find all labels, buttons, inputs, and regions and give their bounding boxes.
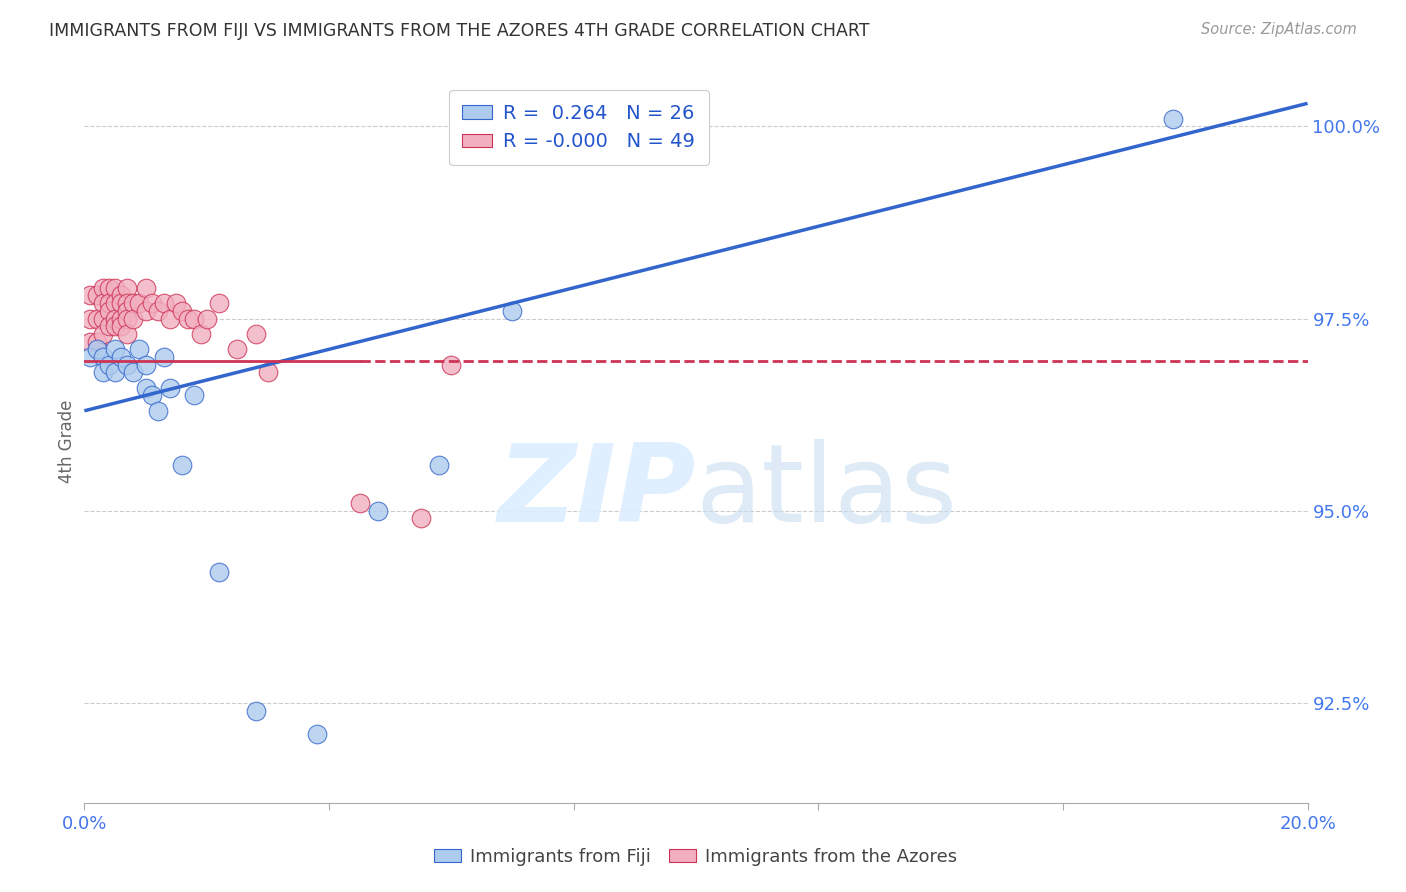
Point (115, 281, 138, 295)
Point (115, 296, 138, 310)
Point (159, 381, 181, 395)
Point (208, 296, 231, 310)
Point (110, 319, 132, 334)
Point (128, 343, 150, 357)
Point (146, 304, 169, 318)
Point (86, 311, 108, 326)
Point (104, 311, 127, 326)
Point (135, 304, 157, 318)
Point (115, 358, 138, 372)
Point (86, 288, 108, 302)
Point (177, 311, 200, 326)
Point (409, 511, 432, 525)
Point (165, 296, 187, 310)
Point (97, 319, 120, 334)
Point (183, 311, 205, 326)
Point (86, 343, 108, 357)
Point (153, 350, 176, 364)
Point (86, 334, 108, 349)
Point (115, 311, 138, 326)
Point (1161, 112, 1184, 126)
Point (245, 704, 267, 718)
Point (115, 304, 138, 318)
Point (104, 319, 127, 334)
Point (349, 496, 371, 510)
Point (159, 311, 181, 326)
Point (141, 296, 163, 310)
Point (104, 296, 127, 310)
Point (122, 311, 145, 326)
Text: IMMIGRANTS FROM FIJI VS IMMIGRANTS FROM THE AZORES 4TH GRADE CORRELATION CHART: IMMIGRANTS FROM FIJI VS IMMIGRANTS FROM … (49, 22, 870, 40)
Point (226, 343, 249, 357)
Point (91, 311, 114, 326)
Point (79, 288, 101, 302)
Point (91, 281, 114, 295)
Point (153, 296, 176, 310)
Point (146, 404, 169, 418)
Point (427, 458, 450, 472)
Point (110, 288, 132, 302)
Point (305, 726, 328, 740)
Point (79, 350, 101, 364)
Point (97, 304, 120, 318)
Point (502, 304, 524, 318)
Point (190, 326, 212, 341)
Point (122, 296, 145, 310)
Point (91, 326, 114, 341)
Point (245, 326, 267, 341)
Point (110, 296, 132, 310)
Point (367, 504, 389, 518)
Y-axis label: 4th Grade: 4th Grade (58, 400, 76, 483)
Point (97, 296, 120, 310)
Point (208, 565, 231, 579)
Point (91, 350, 114, 364)
Point (79, 334, 101, 349)
Point (128, 296, 150, 310)
Point (104, 343, 127, 357)
Point (440, 358, 463, 372)
Point (122, 365, 145, 379)
Point (183, 388, 205, 402)
Legend: Immigrants from Fiji, Immigrants from the Azores: Immigrants from Fiji, Immigrants from th… (427, 841, 965, 873)
Point (141, 388, 163, 402)
Point (110, 350, 132, 364)
Point (97, 281, 120, 295)
Point (91, 296, 114, 310)
Point (257, 365, 280, 379)
Point (172, 458, 194, 472)
Text: atlas: atlas (696, 439, 957, 545)
Point (115, 326, 138, 341)
Point (195, 311, 218, 326)
Point (104, 281, 127, 295)
Point (79, 311, 101, 326)
Point (91, 365, 114, 379)
Point (110, 311, 132, 326)
Point (97, 358, 120, 372)
Point (135, 281, 157, 295)
Point (135, 381, 157, 395)
Point (104, 365, 127, 379)
Text: ZIP: ZIP (498, 439, 696, 545)
Point (172, 304, 194, 318)
Point (135, 358, 157, 372)
Text: Source: ZipAtlas.com: Source: ZipAtlas.com (1201, 22, 1357, 37)
